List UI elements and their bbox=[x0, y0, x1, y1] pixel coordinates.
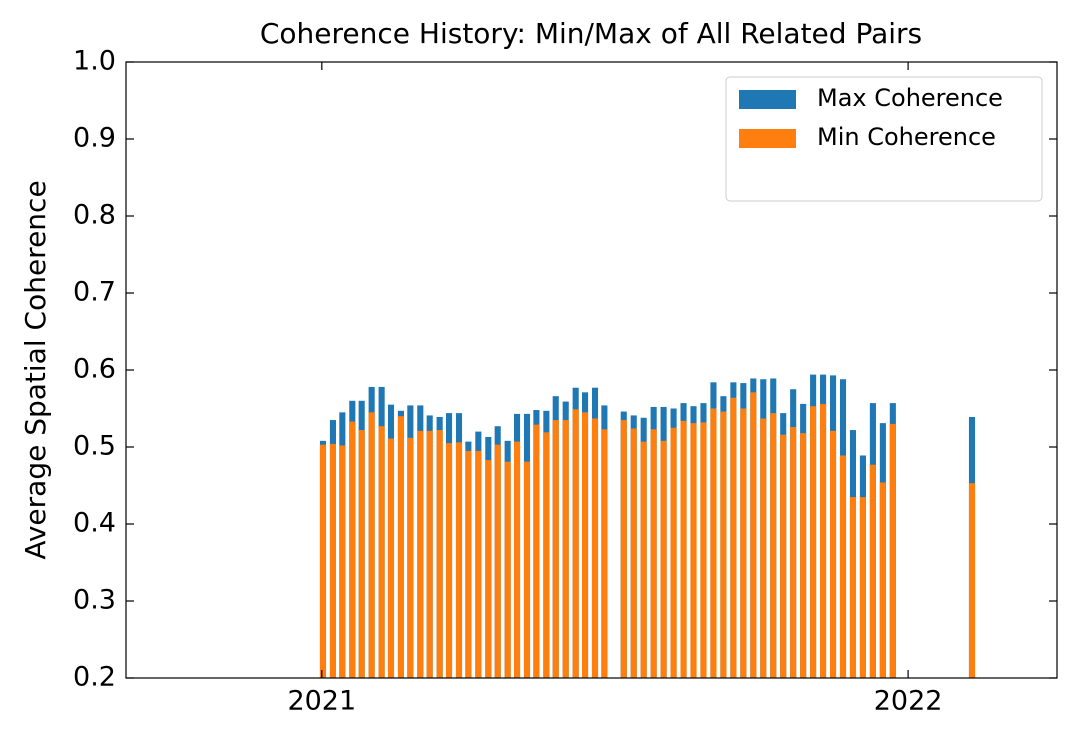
bar bbox=[339, 445, 346, 678]
bar bbox=[660, 440, 667, 678]
bar bbox=[349, 421, 356, 678]
y-tick-label: 0.2 bbox=[73, 662, 116, 693]
bar bbox=[968, 483, 976, 678]
bar bbox=[387, 438, 395, 678]
bar bbox=[426, 430, 433, 678]
x-tick-label: 2021 bbox=[287, 686, 356, 717]
bar bbox=[770, 413, 777, 678]
bar bbox=[455, 442, 463, 678]
bar bbox=[780, 434, 787, 678]
bar bbox=[690, 423, 697, 678]
bar bbox=[790, 426, 797, 678]
bar bbox=[572, 409, 579, 678]
bar bbox=[710, 408, 717, 678]
bar bbox=[849, 497, 857, 678]
bar bbox=[543, 432, 550, 678]
bar bbox=[839, 455, 847, 678]
bar bbox=[562, 420, 569, 678]
bar bbox=[504, 461, 511, 678]
bar bbox=[640, 441, 647, 678]
y-tick-label: 0.3 bbox=[73, 585, 116, 616]
bar bbox=[740, 408, 747, 678]
bar bbox=[650, 429, 657, 678]
bar bbox=[368, 412, 375, 678]
bar bbox=[552, 420, 559, 678]
bar bbox=[485, 460, 492, 678]
y-tick-label: 0.6 bbox=[73, 354, 116, 385]
bar bbox=[601, 429, 608, 678]
y-tick-label: 0.5 bbox=[73, 431, 116, 462]
bar bbox=[436, 430, 443, 678]
legend-swatch bbox=[739, 129, 796, 148]
legend-swatch bbox=[739, 90, 796, 109]
bar bbox=[720, 411, 727, 678]
legend-box bbox=[725, 76, 1043, 202]
bar bbox=[859, 497, 866, 678]
bar bbox=[417, 430, 424, 678]
bar bbox=[620, 420, 627, 678]
bar bbox=[475, 450, 482, 678]
legend-label: Max Coherence bbox=[817, 84, 1003, 112]
chart-title: Coherence History: Min/Max of All Relate… bbox=[260, 17, 922, 50]
bar bbox=[513, 441, 521, 678]
bar bbox=[397, 416, 405, 678]
bar bbox=[670, 427, 677, 678]
bar bbox=[760, 418, 767, 678]
legend-label: Min Coherence bbox=[817, 123, 996, 151]
bars bbox=[319, 374, 976, 678]
y-tick-label: 0.7 bbox=[73, 277, 116, 308]
bar bbox=[582, 412, 589, 678]
bar bbox=[800, 433, 807, 678]
bar bbox=[494, 444, 501, 678]
y-tick-label: 0.4 bbox=[73, 508, 116, 539]
bar bbox=[820, 403, 827, 678]
bar bbox=[810, 406, 817, 678]
y-tick-label: 0.9 bbox=[73, 123, 116, 154]
bar bbox=[319, 444, 327, 678]
bar bbox=[465, 450, 472, 678]
y-tick-label: 0.8 bbox=[73, 200, 116, 231]
bar bbox=[591, 418, 599, 678]
y-axis-label: Average Spatial Coherence bbox=[19, 180, 52, 559]
bar bbox=[829, 430, 837, 678]
bar bbox=[879, 482, 886, 678]
bar bbox=[869, 464, 876, 678]
bar bbox=[730, 397, 737, 678]
bar bbox=[533, 424, 540, 678]
bar bbox=[358, 430, 365, 678]
bar bbox=[378, 426, 385, 678]
y-tick-label: 1.0 bbox=[73, 46, 116, 77]
bar bbox=[630, 428, 637, 678]
bar bbox=[445, 443, 453, 678]
bar bbox=[523, 461, 531, 678]
x-tick-label: 2022 bbox=[874, 686, 943, 717]
bar bbox=[407, 437, 414, 678]
bar bbox=[889, 423, 896, 678]
bar bbox=[680, 420, 687, 678]
bar bbox=[750, 392, 757, 678]
bar bbox=[329, 443, 337, 678]
bar bbox=[700, 422, 707, 678]
